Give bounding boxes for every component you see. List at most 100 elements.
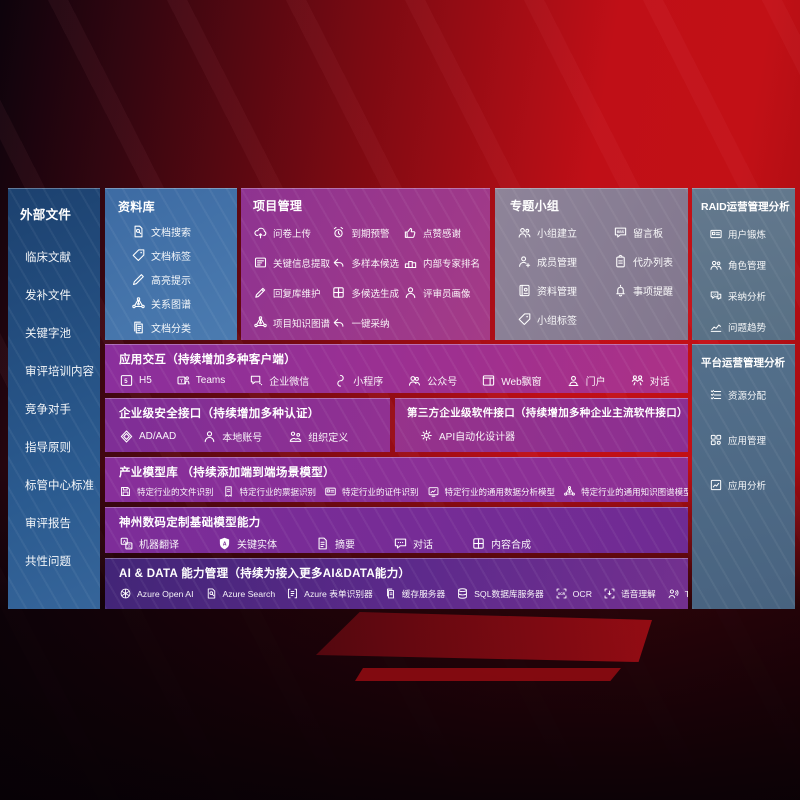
feature-item: OCR OCR bbox=[555, 587, 592, 600]
feature-label: 小组标签 bbox=[537, 316, 577, 327]
doc-stack-icon bbox=[131, 320, 146, 335]
library-list: 文档搜索 文档标签 高亮提示 关系图谱 文档分类 bbox=[118, 224, 231, 335]
feature-item: 共性问题 bbox=[25, 553, 92, 569]
feature-label: 关系图谱 bbox=[151, 300, 191, 311]
feature-label: 项目知识图谱 bbox=[273, 318, 331, 330]
feature-label: 缓存服务器 bbox=[401, 589, 446, 599]
feature-label: 特定行业的票据识别 bbox=[239, 486, 317, 497]
chart-box-icon bbox=[709, 478, 723, 492]
feature-item: 内部专家排名 bbox=[403, 255, 480, 270]
topic-column: BBS 留言板 代办列表 事项提醒 bbox=[613, 225, 673, 327]
feature-item: 特定行业的通用知识图谱模型 bbox=[563, 485, 688, 498]
feature-item: 语音理解 bbox=[603, 587, 656, 600]
aidata-panel: AI & DATA 能力管理（持续为接入更多AI&DATA能力） Azure Op… bbox=[105, 558, 688, 609]
thirdparty-title: 第三方企业级软件接口（持续增加多种企业主流软件接口） bbox=[407, 407, 688, 419]
feature-item: 发补文件 bbox=[25, 287, 92, 303]
feature-item: 角色管理 bbox=[709, 258, 791, 272]
feature-label: 多候选生成 bbox=[351, 288, 399, 300]
feature-item: BBS 留言板 bbox=[613, 225, 673, 240]
feature-label: 资源分配 bbox=[728, 391, 767, 402]
digital-title: 神州数码定制基础模型能力 bbox=[119, 517, 261, 529]
feature-item: 标管中心标准 bbox=[25, 477, 94, 493]
monitor-stand-bar bbox=[355, 668, 621, 681]
feature-item: 公众号 bbox=[407, 373, 457, 388]
feature-label: 资料管理 bbox=[537, 287, 577, 298]
info-extract-icon bbox=[253, 255, 268, 270]
feature-label: 机器翻译 bbox=[139, 540, 179, 551]
multi-generate-icon bbox=[471, 536, 486, 551]
svg-text:文: 文 bbox=[127, 543, 131, 549]
interact-items: 5 H5 T Teams 企业微信 小程序 公众号 Web飘窗 门户 对话 bbox=[119, 373, 688, 388]
feature-item: 特定行业的文件识别 bbox=[119, 485, 214, 498]
feature-label: 特定行业的通用知识图谱模型 bbox=[581, 486, 688, 497]
feature-item: A 关键实体 bbox=[217, 536, 277, 551]
multi-generate-icon bbox=[331, 285, 346, 300]
feature-item: AD/AAD bbox=[119, 429, 176, 444]
feature-label: 评审员画像 bbox=[422, 288, 471, 300]
digital-panel: 神州数码定制基础模型能力 A 文机器翻译 A 关键实体 摘要 对话 内容合成 bbox=[105, 507, 688, 553]
portal-person-icon bbox=[566, 373, 581, 388]
tag-icon bbox=[131, 248, 146, 263]
wecom-chat-icon bbox=[249, 373, 264, 388]
person-add-icon bbox=[517, 254, 532, 269]
ocr-frame-icon: OCR bbox=[555, 587, 568, 600]
feature-label: 语音理解 bbox=[620, 589, 656, 599]
sql-database-icon bbox=[456, 587, 469, 600]
feature-item: 用户锻炼 bbox=[709, 227, 791, 241]
project-column: 问卷上传 关键信息提取 回复库维护 项目知识图谱 bbox=[253, 225, 331, 330]
feature-label: 企业微信 bbox=[269, 377, 310, 388]
teams-icon: T bbox=[176, 373, 191, 388]
feature-label: 特定行业的文件识别 bbox=[137, 486, 214, 497]
feature-label: 临床文献 bbox=[25, 252, 71, 264]
feature-item: 多样本候选 bbox=[331, 255, 403, 270]
feature-label: 内部专家排名 bbox=[422, 258, 480, 270]
feature-item: 内容合成 bbox=[471, 536, 531, 551]
task-list-icon bbox=[709, 388, 723, 402]
thirdparty-panel: 第三方企业级软件接口（持续增加多种企业主流软件接口） API自动化设计器 bbox=[395, 398, 688, 452]
feature-item: 摘要 bbox=[315, 536, 355, 551]
feature-item: 企业微信 bbox=[249, 373, 309, 388]
ad-shield-icon bbox=[119, 429, 134, 444]
sidebar-title: 外部文件 bbox=[20, 208, 72, 222]
sidebar-panel: 外部文件 临床文献 发补文件 关键字池 审评培训内容 竞争对手 指导原则 标管中心标准 审评报告… bbox=[8, 188, 100, 609]
feature-item: 回复库维护 bbox=[253, 285, 331, 300]
feature-item: 应用管理 bbox=[709, 433, 791, 447]
svg-text:A: A bbox=[123, 539, 127, 544]
feature-label: AD/AAD bbox=[139, 431, 177, 442]
trend-chart-icon bbox=[709, 320, 723, 334]
data-monitor-icon bbox=[427, 485, 440, 498]
feature-label: Web飘窗 bbox=[501, 377, 542, 388]
feature-item: 小组建立 bbox=[517, 225, 613, 240]
receipt-icon bbox=[222, 485, 235, 498]
relation-graph-icon bbox=[253, 315, 268, 330]
svg-text:T: T bbox=[180, 378, 183, 383]
feature-item: 事项提醒 bbox=[613, 283, 673, 298]
feature-item: 小组标签 bbox=[517, 312, 613, 327]
person-icon bbox=[202, 429, 217, 444]
feature-label: 特定行业的通用数据分析模型 bbox=[444, 486, 556, 497]
summary-doc-icon bbox=[315, 536, 330, 551]
feature-item: 问卷上传 bbox=[253, 225, 331, 240]
feature-item: 指导原则 bbox=[25, 439, 92, 455]
thumbs-up-icon bbox=[403, 225, 418, 240]
tag-icon bbox=[517, 312, 532, 327]
library-panel: 资料库 文档搜索 文档标签 高亮提示 关系图谱 文档分类 bbox=[105, 188, 237, 340]
feature-item: 应用分析 bbox=[709, 478, 791, 492]
topic-panel: 专题小组 小组建立 成员管理 资料管理 小组标签 BBS 留言板 代办列表 事项提醒 bbox=[495, 188, 688, 340]
feature-label: 标管中心标准 bbox=[25, 480, 94, 492]
alarm-icon bbox=[331, 225, 346, 240]
feature-item: 多候选生成 bbox=[331, 285, 403, 300]
svg-text:QA: QA bbox=[713, 293, 717, 297]
feature-item: 特定行业的票据识别 bbox=[222, 485, 317, 498]
official-account-icon bbox=[407, 373, 422, 388]
bell-icon bbox=[613, 283, 628, 298]
adopt-arrow-icon bbox=[331, 315, 346, 330]
api-gear-icon bbox=[419, 428, 434, 443]
feature-item: 特定行业的证件识别 bbox=[324, 485, 419, 498]
feature-item: 成员管理 bbox=[517, 254, 613, 269]
industry-title: 产业模型库 （持续添加端到端场景模型） bbox=[119, 467, 335, 479]
industry-items: 特定行业的文件识别 特定行业的票据识别 特定行业的证件识别 特定行业的通用数据分析模型… bbox=[119, 485, 688, 498]
feature-label: 问题趋势 bbox=[728, 323, 767, 334]
feature-label: 特定行业的证件识别 bbox=[342, 486, 419, 497]
